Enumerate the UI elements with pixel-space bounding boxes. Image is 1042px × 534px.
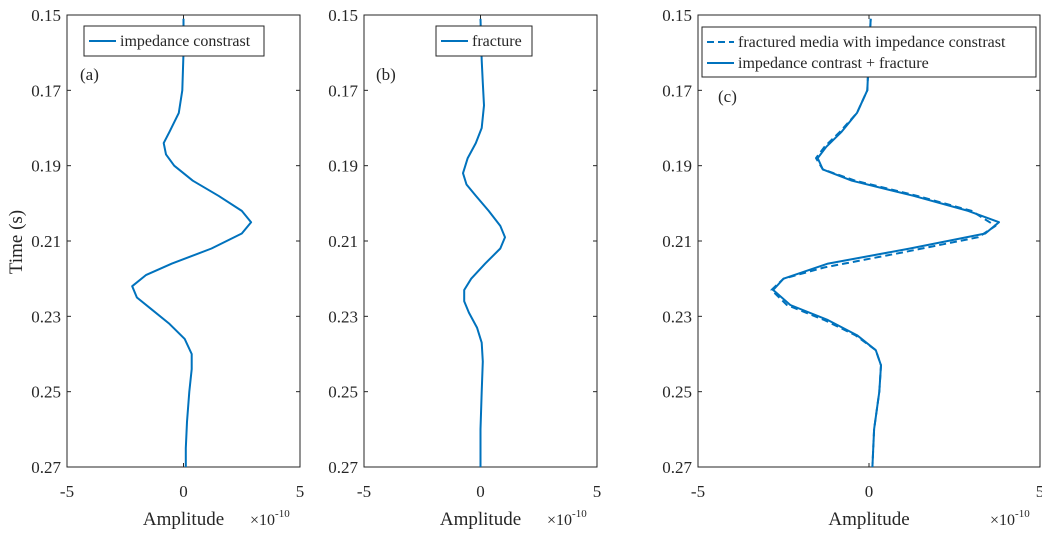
series-line-1	[462, 18, 506, 467]
legend: fractured media with impedance constrast…	[701, 26, 1037, 78]
series-line-2	[772, 18, 1000, 468]
x-multiplier-exponent: -10	[1015, 508, 1030, 520]
chart-panel-3: 0.15 0.17 0.19 0.21 0.23 0.25 0.27 -5 0 5 Amplitud…	[662, 6, 1042, 530]
legend-entry: impedance contrast + fracture	[738, 55, 929, 72]
legend-entry: impedance constrast	[120, 33, 251, 50]
x-multiplier-exponent: -10	[572, 508, 587, 520]
axes-box	[697, 14, 1041, 468]
y-tick-label: 0.17	[662, 81, 692, 100]
x-axis-multiplier: ×10-10	[547, 508, 587, 529]
legend-box	[701, 26, 1037, 78]
y-tick-label: 0.23	[31, 307, 61, 326]
y-tick-label: 0.27	[31, 458, 61, 477]
y-tick-label: 0.17	[31, 81, 61, 100]
x-axis-label: Amplitude	[143, 509, 224, 530]
x-multiplier-base: ×10	[250, 512, 275, 529]
x-tick-label: 0	[865, 482, 874, 501]
x-axis-multiplier: ×10-10	[990, 508, 1030, 529]
legend-entry: fractured media with impedance constrast	[738, 34, 1006, 51]
x-tick-label: -5	[357, 482, 371, 501]
x-multiplier-base: ×10	[990, 512, 1015, 529]
y-tick-label: 0.27	[662, 458, 692, 477]
legend: impedance constrast	[83, 25, 265, 57]
x-tick-label: -5	[60, 482, 74, 501]
y-tick-label: 0.19	[31, 157, 61, 176]
y-tick-label: 0.17	[328, 81, 358, 100]
x-tick-label: 0	[476, 482, 485, 501]
y-tick-label: 0.15	[328, 6, 358, 25]
y-tick-label: 0.25	[31, 383, 61, 402]
x-tick-label: 5	[593, 482, 602, 501]
x-axis-label: Amplitude	[828, 509, 909, 530]
chart-panel-2: 0.15 0.17 0.19 0.21 0.23 0.25 0.27 -5 0 5 Amplitud…	[328, 6, 601, 530]
y-tick-label: 0.21	[31, 232, 61, 251]
legend-entry: fracture	[472, 33, 522, 50]
legend: fracture	[435, 25, 533, 57]
y-tick-label: 0.21	[328, 232, 358, 251]
y-tick-label: 0.19	[328, 157, 358, 176]
y-tick-label: 0.15	[31, 6, 61, 25]
series-line-1	[131, 18, 253, 467]
chart-panel-1: 0.15 0.17 0.19 0.21 0.23 0.25 0.27 -5 0 5 Amplitud…	[31, 6, 304, 530]
panel-label: (b)	[376, 65, 396, 84]
panel-label: (a)	[80, 65, 99, 84]
x-tick-label: 5	[1036, 482, 1042, 501]
series-line-1	[770, 18, 997, 468]
x-multiplier-base: ×10	[547, 512, 572, 529]
y-tick-label: 0.19	[662, 157, 692, 176]
y-tick-label: 0.25	[328, 383, 358, 402]
y-tick-label: 0.27	[328, 458, 358, 477]
y-tick-label: 0.21	[662, 232, 692, 251]
y-tick-label: 0.23	[662, 307, 692, 326]
y-tick-label: 0.25	[662, 383, 692, 402]
x-tick-label: 5	[296, 482, 305, 501]
x-tick-label: 0	[179, 482, 188, 501]
x-multiplier-exponent: -10	[275, 508, 290, 520]
y-axis-label: Time (s)	[6, 210, 27, 274]
x-axis-multiplier: ×10-10	[250, 508, 290, 529]
x-axis-label: Amplitude	[440, 509, 521, 530]
y-tick-label: 0.15	[662, 6, 692, 25]
x-tick-label: -5	[691, 482, 705, 501]
panel-label: (c)	[718, 87, 737, 106]
y-tick-label: 0.23	[328, 307, 358, 326]
